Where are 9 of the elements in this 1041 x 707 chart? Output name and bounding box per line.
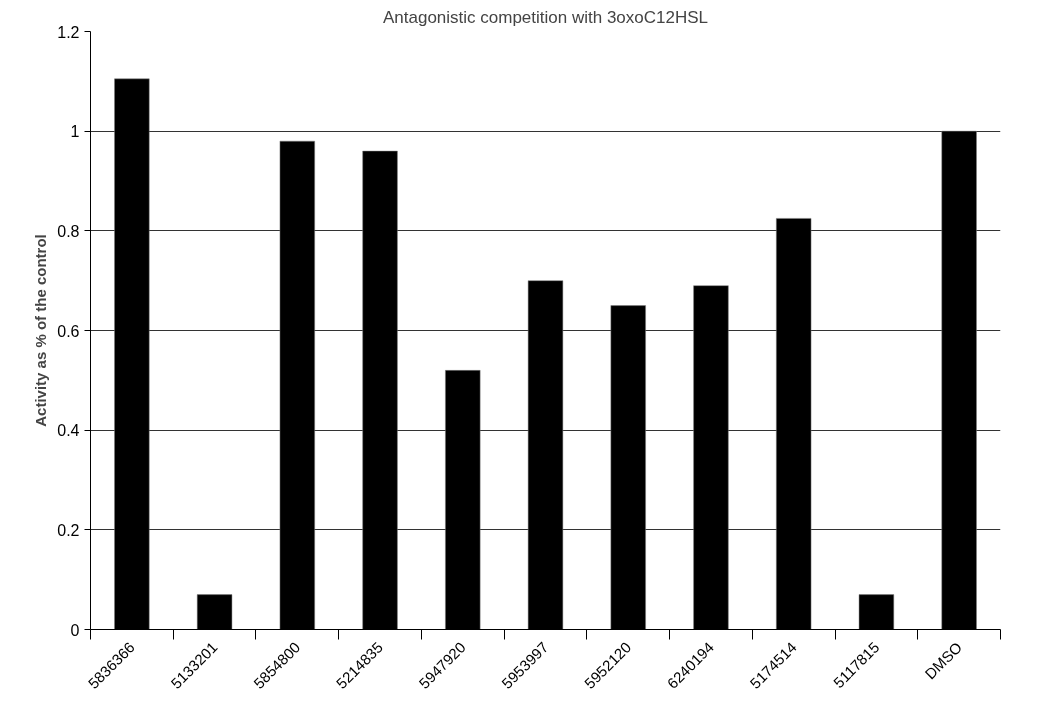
y-tick-label: 0.2 — [57, 521, 80, 539]
y-tick-label: 0.6 — [57, 322, 80, 340]
y-tick-label: 0 — [70, 621, 80, 639]
chart-title: Antagonistic competition with 3oxoC12HSL — [382, 7, 709, 27]
y-tick-label: 1 — [70, 123, 80, 141]
y-tick-label: 0.8 — [57, 222, 80, 240]
y-axis-title: Activity as % of the control — [32, 234, 50, 427]
y-tick-label: 1.2 — [57, 23, 80, 41]
y-tick-label: 0.4 — [57, 422, 80, 440]
